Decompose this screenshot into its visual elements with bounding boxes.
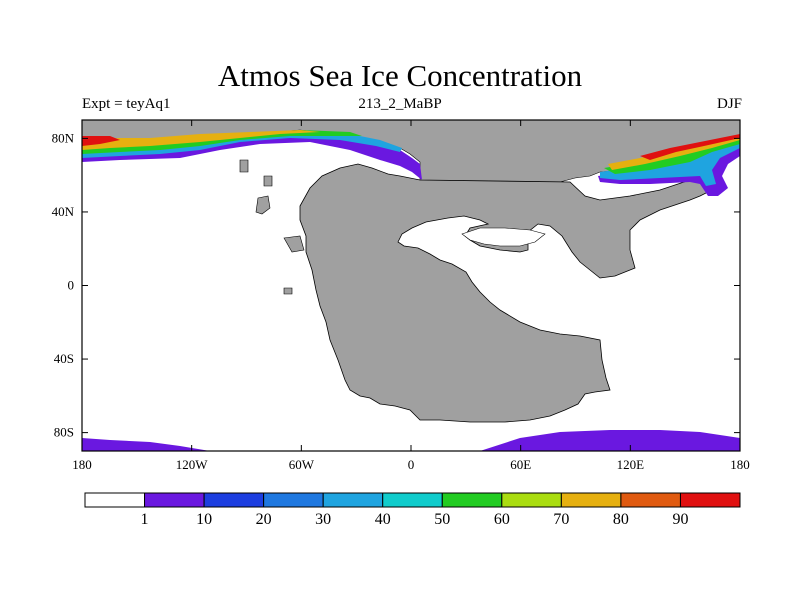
colorbar-swatch (323, 493, 383, 507)
x-tick-label: 120W (176, 457, 209, 472)
x-tick-label: 120E (617, 457, 645, 472)
colorbar-swatch (442, 493, 502, 507)
colorbar-swatch (264, 493, 324, 507)
colorbar-label: 80 (613, 511, 629, 528)
colorbar-label: 90 (672, 511, 688, 528)
y-tick-label: 80S (54, 425, 74, 440)
x-tick-label: 0 (408, 457, 415, 472)
x-tick-label: 180 (72, 457, 92, 472)
colorbar-label: 10 (196, 511, 212, 528)
colorbar-swatch (383, 493, 443, 507)
colorbar-swatch (561, 493, 621, 507)
colorbar-swatch (145, 493, 205, 507)
colorbar-swatch (85, 493, 145, 507)
colorbar-swatch (621, 493, 681, 507)
x-tick-label: 180 (730, 457, 750, 472)
colorbar-swatch (502, 493, 562, 507)
y-tick-label: 40S (54, 351, 74, 366)
x-tick-label: 60E (510, 457, 531, 472)
colorbar-label: 70 (553, 511, 569, 528)
colorbar-label: 20 (256, 511, 272, 528)
y-tick-label: 40N (52, 204, 75, 219)
y-tick-label: 0 (68, 278, 75, 293)
colorbar-label: 1 (141, 511, 149, 528)
island-small-1 (240, 160, 248, 172)
map-panel (82, 120, 740, 451)
y-tick-label: 80N (52, 130, 75, 145)
colorbar-label: 30 (315, 511, 331, 528)
colorbar-swatch (680, 493, 740, 507)
island-small-2 (264, 176, 272, 186)
island-small-5 (284, 288, 292, 294)
colorbar-label: 60 (494, 511, 510, 528)
colorbar: 1 10 20 30 40 50 60 70 80 90 (85, 493, 740, 528)
colorbar-label: 50 (434, 511, 450, 528)
x-tick-label: 60W (289, 457, 315, 472)
colorbar-label: 40 (375, 511, 391, 528)
colorbar-swatch (204, 493, 264, 507)
